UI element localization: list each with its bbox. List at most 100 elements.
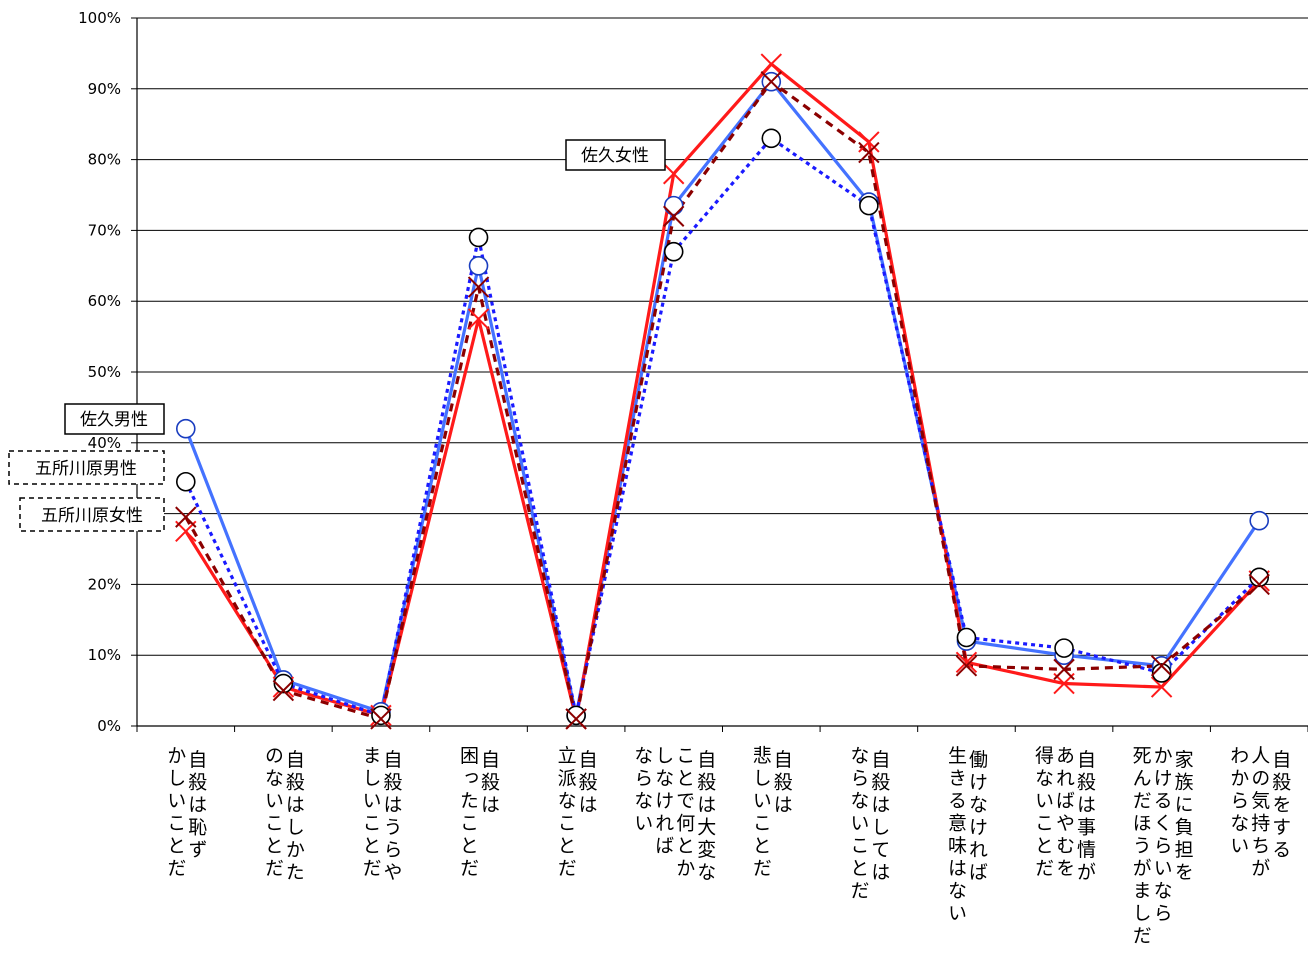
marker-stroke [272,679,295,702]
x-category-text: 自殺は [478,749,500,813]
x-category-char: し [283,817,305,836]
x-category-char: け [966,817,988,836]
data-point [663,205,685,227]
x-category-char: を [1172,862,1194,881]
x-category-char: や [1053,813,1075,832]
x-category-char: い [262,791,284,810]
x-category-char: だ [262,858,284,877]
x-category-char: 自 [1269,749,1291,768]
data-point [175,471,196,492]
x-category-char: は [1074,795,1096,814]
x-category-char: い [359,791,381,810]
marker-stroke [760,71,782,93]
x-category-text: 人の気持ちが [1248,745,1270,877]
x-category-char: い [1227,836,1249,855]
x-category-char: し [1130,903,1152,922]
x-category-char: が [1248,858,1270,877]
x-category-char: 生 [945,745,967,764]
marker-stroke [1053,658,1075,681]
x-category-char: か [1227,768,1249,787]
marker-stroke [760,53,782,75]
data-point [273,673,294,694]
x-category-text: 家族に負担を [1172,749,1194,881]
x-category-char: ら [1227,791,1249,810]
data-point [467,276,490,298]
x-category-char: だ [164,858,186,877]
x-category-char: け [966,772,988,791]
x-category-char: 自 [185,749,207,768]
x-category-text: 自殺は [576,749,598,813]
tag-saku-female-text: 佐久女性 [581,146,649,166]
x-category-char: 自 [380,749,402,768]
x-category-char: 家 [1172,749,1194,768]
data-point [663,195,684,216]
x-category-char: だ [847,881,869,900]
x-category-char: い [631,813,653,832]
x-category-text: 自殺は事情が [1074,749,1096,881]
x-category-text: ならないことだ [847,746,869,900]
x-category-char: 人 [1248,745,1270,764]
data-point [468,227,489,248]
x-category-char: 族 [1172,772,1194,791]
x-category-char: 負 [1172,817,1194,836]
x-category-char: わ [1227,746,1249,765]
x-category-char: こ [262,813,284,832]
x-category-char: 事 [1074,817,1096,836]
marker-stroke [663,163,685,185]
x-category-char: な [847,791,869,810]
x-category-char: し [359,768,381,787]
marker-stroke [1248,573,1270,596]
x-axis-category-labels: 自殺は恥ずかしいことだ自殺はしかたのないことだ自殺はうらやましいことだ自殺は困っ… [164,745,1291,944]
x-category-char: こ [750,813,772,832]
x-category-text: 自殺は恥ず [185,749,207,858]
x-category-char: い [1032,791,1054,810]
x-category-char: と [673,768,695,787]
x-category-char: 殺 [283,772,305,791]
data-point [1053,658,1075,681]
x-category-char: を [1269,795,1291,814]
x-category-char: な [631,791,653,810]
x-category-char: と [457,836,479,855]
x-category-text: 立派なことだ [555,745,577,877]
x-category-char: の [262,746,284,765]
x-category-char: な [262,768,284,787]
data-point [760,71,782,93]
x-category-text: ましいことだ [359,746,381,878]
x-category-char: い [750,791,772,810]
x-category-char: 自 [576,749,598,768]
series-line [184,62,1261,721]
x-category-char: る [945,791,967,810]
x-category-char: だ [359,858,381,877]
x-category-char: 自 [694,749,716,768]
data-point [858,131,880,153]
x-category-text: 自殺は [771,749,793,813]
data-point [859,195,879,216]
x-category-char: 味 [945,835,967,854]
data-point [175,418,196,439]
x-category-char: は [868,795,890,814]
x-category-char: や [380,862,402,881]
x-category-char: ば [652,835,674,854]
series-lines [184,62,1261,721]
x-category-text: あればやむを [1053,746,1075,878]
marker-stroke [858,141,880,164]
x-category-char: こ [359,813,381,832]
x-category-char: ば [966,862,988,881]
data-point [858,141,880,164]
x-category-char: だ [555,858,577,877]
x-category-char: い [1151,858,1173,877]
x-category-char: な [1227,813,1249,832]
x-category-char: か [164,746,186,765]
x-category-char: は [380,795,402,814]
x-category-char: れ [652,813,674,832]
marker-stroke [663,205,685,227]
marker-stroke [175,506,197,528]
x-category-char: ま [1130,881,1152,900]
y-tick-label: 20% [88,575,121,593]
x-category-char: っ [457,768,479,787]
y-tick-label: 70% [88,221,121,239]
data-point [175,506,197,528]
x-category-char: い [164,791,186,810]
